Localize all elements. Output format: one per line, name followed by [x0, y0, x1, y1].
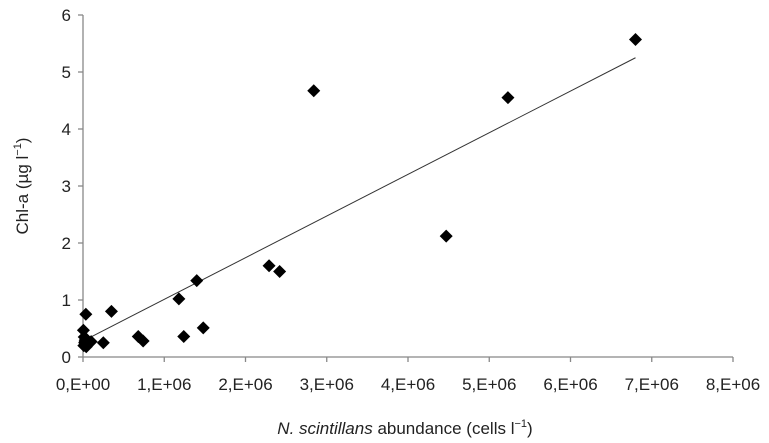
x-axis-ticks: 0,E+00 1,E+06 2,E+06 3,E+06 4,E+06 5,E+06 6,E+…	[56, 357, 760, 394]
x-tick-label: 5,E+06	[462, 375, 516, 394]
data-point	[629, 33, 642, 47]
data-point	[307, 84, 321, 98]
y-tick-label: 6	[62, 6, 71, 25]
y-axis-title: Chl-a (µg l−1)	[12, 138, 32, 235]
x-axis-title-rest: abundance (cells l	[373, 419, 515, 438]
x-tick-label: 4,E+06	[381, 375, 435, 394]
x-tick-label: 8,E+06	[706, 375, 760, 394]
y-axis-ticks: 0 1 2 3 4 5 6	[62, 6, 83, 367]
data-point	[190, 274, 204, 288]
data-point	[501, 91, 515, 105]
trendline	[82, 57, 636, 342]
x-axis-title-sup: −1	[514, 418, 527, 430]
y-tick-label: 3	[62, 177, 71, 196]
x-tick-label: 1,E+06	[137, 375, 191, 394]
y-tick-label: 5	[62, 63, 71, 82]
data-point	[79, 307, 93, 321]
x-axis-title: N. scintillans abundance (cells l−1)	[277, 418, 532, 438]
y-axis-title-close: )	[13, 138, 32, 144]
data-point	[177, 329, 191, 343]
data-point	[439, 229, 453, 243]
y-axis-title-main: Chl-a (µg l	[13, 156, 32, 235]
x-axis-title-italic: N. scintillans	[277, 419, 373, 438]
data-point	[136, 334, 150, 348]
y-tick-label: 0	[62, 348, 71, 367]
data-point	[96, 336, 110, 350]
data-point	[273, 265, 287, 278]
y-axis-title-sup: −1	[12, 143, 24, 156]
y-tick-label: 1	[62, 291, 71, 310]
x-tick-label: 3,E+06	[300, 375, 354, 394]
x-tick-label: 0,E+00	[56, 375, 110, 394]
data-point	[262, 259, 276, 273]
axes	[82, 15, 733, 358]
data-point	[172, 292, 186, 306]
data-points	[76, 33, 642, 354]
y-tick-label: 2	[62, 234, 71, 253]
x-axis-title-close: )	[527, 419, 533, 438]
x-tick-label: 2,E+06	[218, 375, 272, 394]
data-point	[196, 321, 210, 335]
x-tick-label: 6,E+06	[543, 375, 597, 394]
y-tick-label: 4	[62, 120, 71, 139]
data-point	[84, 335, 98, 349]
x-tick-label: 7,E+06	[625, 375, 679, 394]
data-point	[104, 304, 118, 318]
data-point	[76, 323, 90, 337]
